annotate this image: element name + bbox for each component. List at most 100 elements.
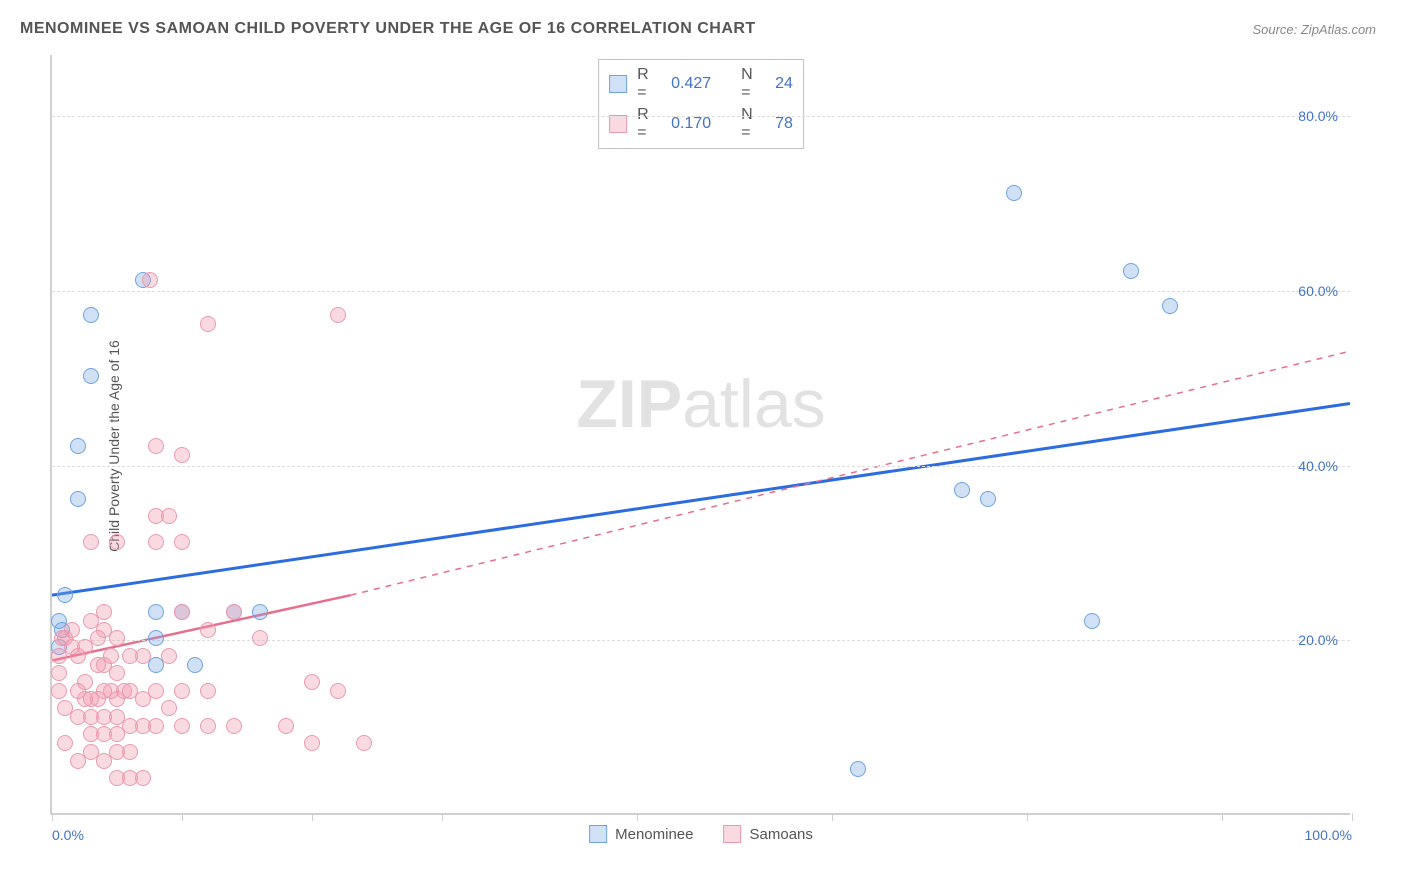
scatter-point	[174, 683, 190, 699]
scatter-point	[142, 272, 158, 288]
scatter-point	[83, 368, 99, 384]
plot-area: ZIPatlas R =0.427N =24R =0.170N =78 Meno…	[50, 55, 1350, 815]
scatter-point	[330, 683, 346, 699]
x-tick	[832, 813, 833, 821]
watermark-bold: ZIP	[576, 366, 682, 442]
stat-n-label: N =	[741, 66, 765, 102]
scatter-point	[148, 718, 164, 734]
scatter-point	[148, 604, 164, 620]
scatter-point	[954, 482, 970, 498]
scatter-point	[51, 665, 67, 681]
scatter-point	[304, 735, 320, 751]
scatter-point	[278, 718, 294, 734]
stat-n-label: N =	[741, 106, 765, 142]
x-tick	[1352, 813, 1353, 821]
scatter-point	[135, 648, 151, 664]
scatter-point	[980, 491, 996, 507]
x-tick	[1222, 813, 1223, 821]
scatter-point	[135, 770, 151, 786]
scatter-point	[174, 604, 190, 620]
trend-lines-layer	[52, 55, 1350, 813]
scatter-point	[109, 630, 125, 646]
scatter-point	[200, 683, 216, 699]
x-tick	[312, 813, 313, 821]
y-tick-label: 20.0%	[1298, 632, 1338, 648]
legend-item: Samoans	[724, 825, 813, 843]
x-tick	[442, 813, 443, 821]
x-tick	[637, 813, 638, 821]
scatter-point	[83, 307, 99, 323]
scatter-point	[148, 630, 164, 646]
scatter-point	[70, 438, 86, 454]
scatter-point	[304, 674, 320, 690]
scatter-point	[200, 622, 216, 638]
gridline	[52, 291, 1350, 292]
stats-legend-row: R = 0.427 N = 24	[609, 64, 793, 104]
scatter-point	[200, 316, 216, 332]
scatter-point	[1123, 263, 1139, 279]
scatter-point	[83, 534, 99, 550]
scatter-point	[187, 657, 203, 673]
gridline	[52, 640, 1350, 641]
stats-legend: R = 0.427 N = 24 R = 0.170 N = 78	[598, 59, 804, 149]
scatter-point	[148, 534, 164, 550]
scatter-point	[252, 630, 268, 646]
watermark-rest: atlas	[682, 366, 826, 442]
source-label: Source: ZipAtlas.com	[1252, 22, 1376, 37]
scatter-point	[77, 674, 93, 690]
scatter-point	[57, 587, 73, 603]
scatter-point	[148, 683, 164, 699]
scatter-point	[330, 307, 346, 323]
scatter-point	[174, 718, 190, 734]
scatter-point	[356, 735, 372, 751]
stat-r-value: 0.427	[671, 75, 731, 93]
stat-n-value: 78	[775, 115, 793, 133]
chart-title: MENOMINEE VS SAMOAN CHILD POVERTY UNDER …	[20, 20, 756, 38]
scatter-point	[51, 683, 67, 699]
legend-swatch	[724, 825, 742, 843]
scatter-point	[850, 761, 866, 777]
x-tick	[52, 813, 53, 821]
scatter-point	[148, 438, 164, 454]
scatter-point	[57, 735, 73, 751]
scatter-point	[1162, 298, 1178, 314]
x-tick	[1027, 813, 1028, 821]
scatter-point	[174, 534, 190, 550]
scatter-point	[226, 718, 242, 734]
scatter-point	[70, 491, 86, 507]
y-tick-label: 40.0%	[1298, 458, 1338, 474]
x-tick-label: 0.0%	[52, 827, 84, 843]
scatter-point	[161, 508, 177, 524]
scatter-point	[64, 622, 80, 638]
scatter-point	[226, 604, 242, 620]
y-tick-label: 60.0%	[1298, 283, 1338, 299]
stat-r-label: R =	[637, 66, 661, 102]
legend-swatch	[609, 115, 627, 133]
series-legend: Menominee Samoans	[589, 825, 813, 843]
stat-r-label: R =	[637, 106, 661, 142]
scatter-point	[252, 604, 268, 620]
stat-r-value: 0.170	[671, 115, 731, 133]
legend-label: Menominee	[615, 826, 693, 843]
scatter-point	[96, 604, 112, 620]
legend-item: Menominee	[589, 825, 693, 843]
scatter-point	[1084, 613, 1100, 629]
legend-label: Samoans	[750, 826, 813, 843]
stat-n-value: 24	[775, 75, 793, 93]
legend-swatch	[589, 825, 607, 843]
scatter-point	[103, 648, 119, 664]
x-tick	[182, 813, 183, 821]
gridline	[52, 466, 1350, 467]
legend-swatch	[609, 75, 627, 93]
stats-legend-row: R = 0.170 N = 78	[609, 104, 793, 144]
scatter-point	[161, 648, 177, 664]
watermark: ZIPatlas	[576, 365, 825, 443]
scatter-point	[1006, 185, 1022, 201]
gridline	[52, 116, 1350, 117]
trend-line-extrapolated	[351, 351, 1350, 595]
scatter-point	[109, 534, 125, 550]
trend-line	[52, 404, 1350, 596]
scatter-point	[174, 447, 190, 463]
scatter-point	[109, 665, 125, 681]
scatter-point	[161, 700, 177, 716]
